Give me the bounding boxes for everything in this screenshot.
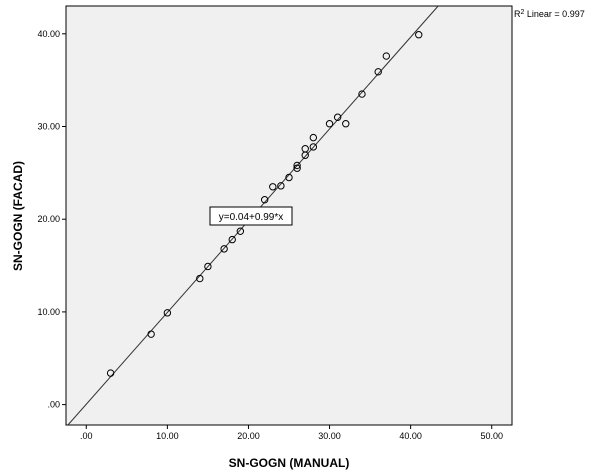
data-point — [293, 161, 301, 170]
data-point — [106, 369, 115, 377]
x-tick-label: .00 — [80, 431, 93, 441]
data-point — [196, 274, 204, 283]
y-tick-label: .00 — [47, 400, 60, 410]
y-tick-label: 10.00 — [37, 307, 60, 317]
data-point — [325, 120, 334, 128]
data-point — [220, 245, 228, 253]
data-point — [293, 164, 301, 172]
x-tick-label: 30.00 — [318, 431, 341, 441]
x-tick-label: 40.00 — [399, 431, 422, 441]
data-point — [260, 196, 269, 204]
data-point — [285, 173, 293, 182]
fit-equation-box: y=0.04+0.99*x — [209, 206, 293, 226]
data-point — [277, 182, 285, 190]
y-tick-label: 20.00 — [37, 214, 60, 224]
data-point — [342, 120, 350, 128]
r2-linear-label: R2 Linear = 0.997 — [514, 9, 585, 20]
data-point — [382, 52, 391, 60]
data-point — [333, 113, 342, 121]
x-tick-label: 50.00 — [480, 431, 503, 441]
data-points — [106, 31, 423, 377]
data-point — [374, 68, 382, 76]
x-tick-label: 10.00 — [156, 431, 179, 441]
y-tick-label: 40.00 — [37, 29, 60, 39]
data-point — [358, 90, 366, 98]
y-tick-label: 30.00 — [37, 122, 60, 132]
data-point — [147, 330, 155, 338]
data-point — [269, 183, 277, 191]
data-point — [309, 143, 318, 151]
x-axis-title: SN-GOGN (MANUAL) — [229, 456, 350, 470]
x-tick-label: 20.00 — [237, 431, 260, 441]
data-point — [204, 262, 212, 271]
data-point — [415, 31, 423, 39]
data-point — [301, 145, 309, 153]
data-point — [309, 133, 318, 142]
axis-ticks: .00 10.00 20.00 30.00 40.00 50.00 .00 10.00 20.0… — [37, 29, 503, 441]
data-point — [163, 309, 172, 317]
y-axis-title: SN-GOGN (FACAD) — [11, 161, 25, 271]
data-point — [236, 227, 245, 235]
fit-equation-label: y=0.04+0.99*x — [219, 212, 284, 223]
data-point — [228, 235, 236, 244]
